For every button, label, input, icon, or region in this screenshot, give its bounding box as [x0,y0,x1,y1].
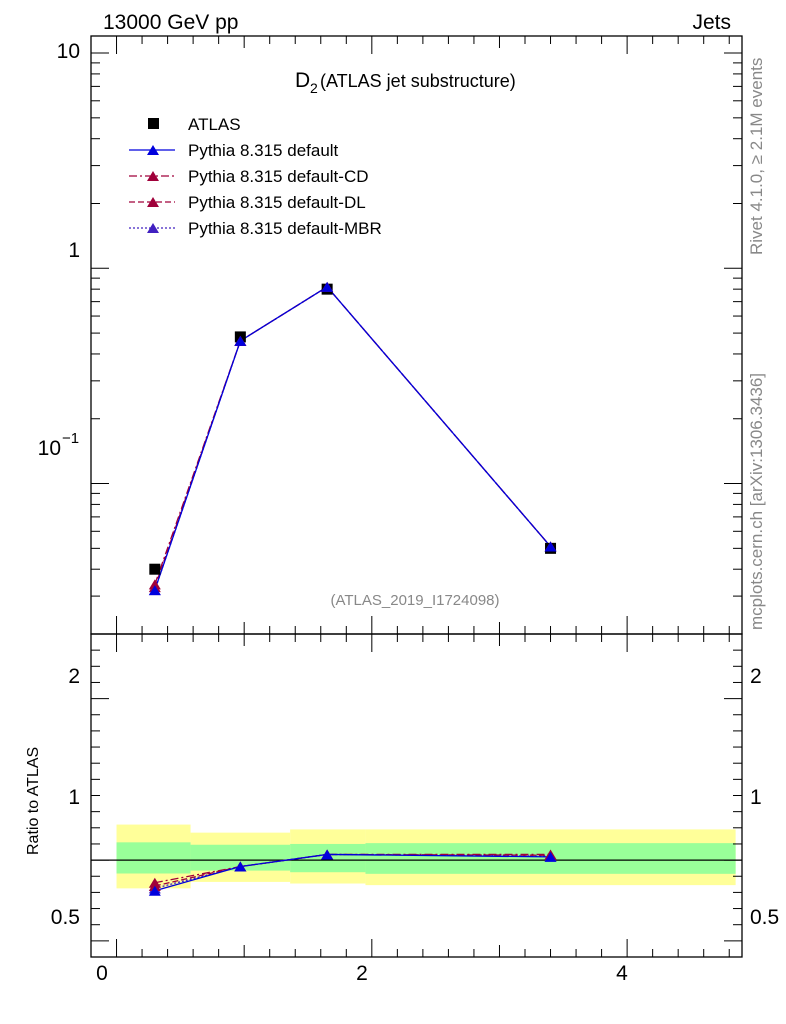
x-tick-label-2: 2 [356,962,368,985]
ratio-y-tick-label-2: 2 [68,665,80,688]
main-y-tick-label-10: 10 [57,40,80,63]
ratio-plot-frame [90,633,743,958]
legend: ATLAS Pythia 8.315 default Pythia 8.315 … [129,115,382,238]
legend-marker-default [147,145,159,155]
main-y-tick-label-1: 1 [68,239,80,262]
legend-label-default: Pythia 8.315 default [188,141,339,160]
main-y-tick-exponent: −1 [62,430,79,447]
legend-marker-default-dl [147,197,159,207]
legend-label-default-cd: Pythia 8.315 default-CD [188,167,369,186]
mcplots-reference-label: mcplots.cern.ch [arXiv:1306.3436] [747,373,766,630]
chart-title-text: (ATLAS jet substructure) [320,71,516,91]
ratio-uncertainty-bands [91,824,742,889]
legend-label-default-dl: Pythia 8.315 default-DL [188,193,366,212]
x-tick-label-4: 4 [616,962,628,985]
main-line-series-0 [154,286,552,591]
chart-title-subscript: 2 [310,80,318,96]
axis-ticks [91,36,742,957]
ratio-y-tick-label-2-right: 2 [750,665,762,688]
header-energy-label: 13000 GeV pp [103,11,238,34]
analysis-id-label: (ATLAS_2019_I1724098) [330,592,499,609]
ratio-marker-series-0-3 [544,851,557,862]
ratio-y-axis-title: Ratio to ATLAS [25,747,42,855]
atlas-data-point-0 [149,563,161,575]
ratio-y-tick-label-1: 1 [68,786,80,809]
main-mc-lines [154,286,552,591]
main-markers [148,281,557,596]
ratio-y-tick-label-0.5: 0.5 [51,906,80,929]
x-tick-label-0: 0 [96,962,108,985]
main-marker-series-1-0 [148,579,161,590]
rivet-version-label: Rivet 4.1.0, ≥ 2.1M events [747,58,766,255]
legend-label-atlas: ATLAS [188,115,241,134]
ratio-y-tick-label-0.5-right: 0.5 [750,906,779,929]
ratio-mc-lines [148,849,557,896]
ratio-marker-series-1-0 [148,877,161,888]
ratio-band-inner-0 [116,842,191,874]
legend-marker-atlas [148,118,159,129]
main-marker-series-0-2 [321,281,334,292]
ratio-marker-series-0-1 [234,861,247,872]
ratio-marker-series-0-2 [321,849,334,860]
main-marker-series-0-0 [148,585,161,596]
legend-label-default-mbr: Pythia 8.315 default-MBR [188,219,382,238]
main-line-series-2 [154,286,552,588]
main-marker-series-0-3 [544,541,557,552]
main-line-series-3 [154,286,552,591]
main-line-series-1 [154,286,552,585]
chart-title-symbol: D [295,69,310,92]
ratio-marker-series-0-0 [148,885,161,896]
legend-marker-default-cd [147,171,159,181]
ratio-y-tick-label-1-right: 1 [750,786,762,809]
header-category-label: Jets [692,11,731,34]
main-marker-series-0-1 [234,335,247,346]
legend-marker-default-mbr [147,223,159,233]
main-y-tick-label-0.1: 10 [38,437,61,460]
ratio-line-series-0 [154,853,551,892]
